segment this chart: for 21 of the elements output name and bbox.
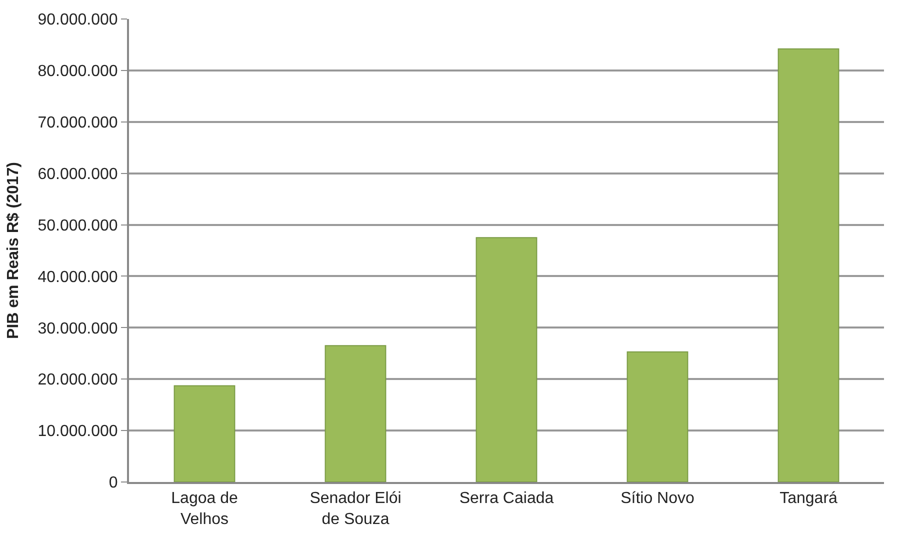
y-tick-label: 20.000.000: [38, 372, 118, 389]
y-tick-label: 0: [108, 474, 118, 492]
bar: [626, 351, 688, 482]
y-tick-label: 80.000.000: [38, 63, 118, 80]
bar: [324, 345, 386, 482]
x-tick-label: Tangará: [780, 490, 838, 508]
x-tick-label: Senador Elói de Souza: [310, 490, 402, 528]
bar: [174, 385, 236, 482]
y-tick-label: 90.000.000: [38, 12, 118, 29]
y-tick-label: 60.000.000: [38, 166, 118, 183]
bar: [476, 237, 538, 482]
y-tick-label: 70.000.000: [38, 114, 118, 132]
x-tick-label: Sítio Novo: [620, 490, 695, 508]
bar: [778, 48, 840, 482]
y-axis-title: PIB em Reais R$ (2017): [5, 162, 22, 339]
y-tick-label: 10.000.000: [38, 423, 118, 440]
y-tick-label: 40.000.000: [38, 268, 118, 286]
x-tick-label: Lagoa de Velhos: [171, 490, 238, 528]
y-tick-label: 50.000.000: [38, 217, 118, 234]
x-tick-label: Serra Caiada: [459, 490, 554, 508]
y-tick-label: 30.000.000: [38, 320, 118, 338]
